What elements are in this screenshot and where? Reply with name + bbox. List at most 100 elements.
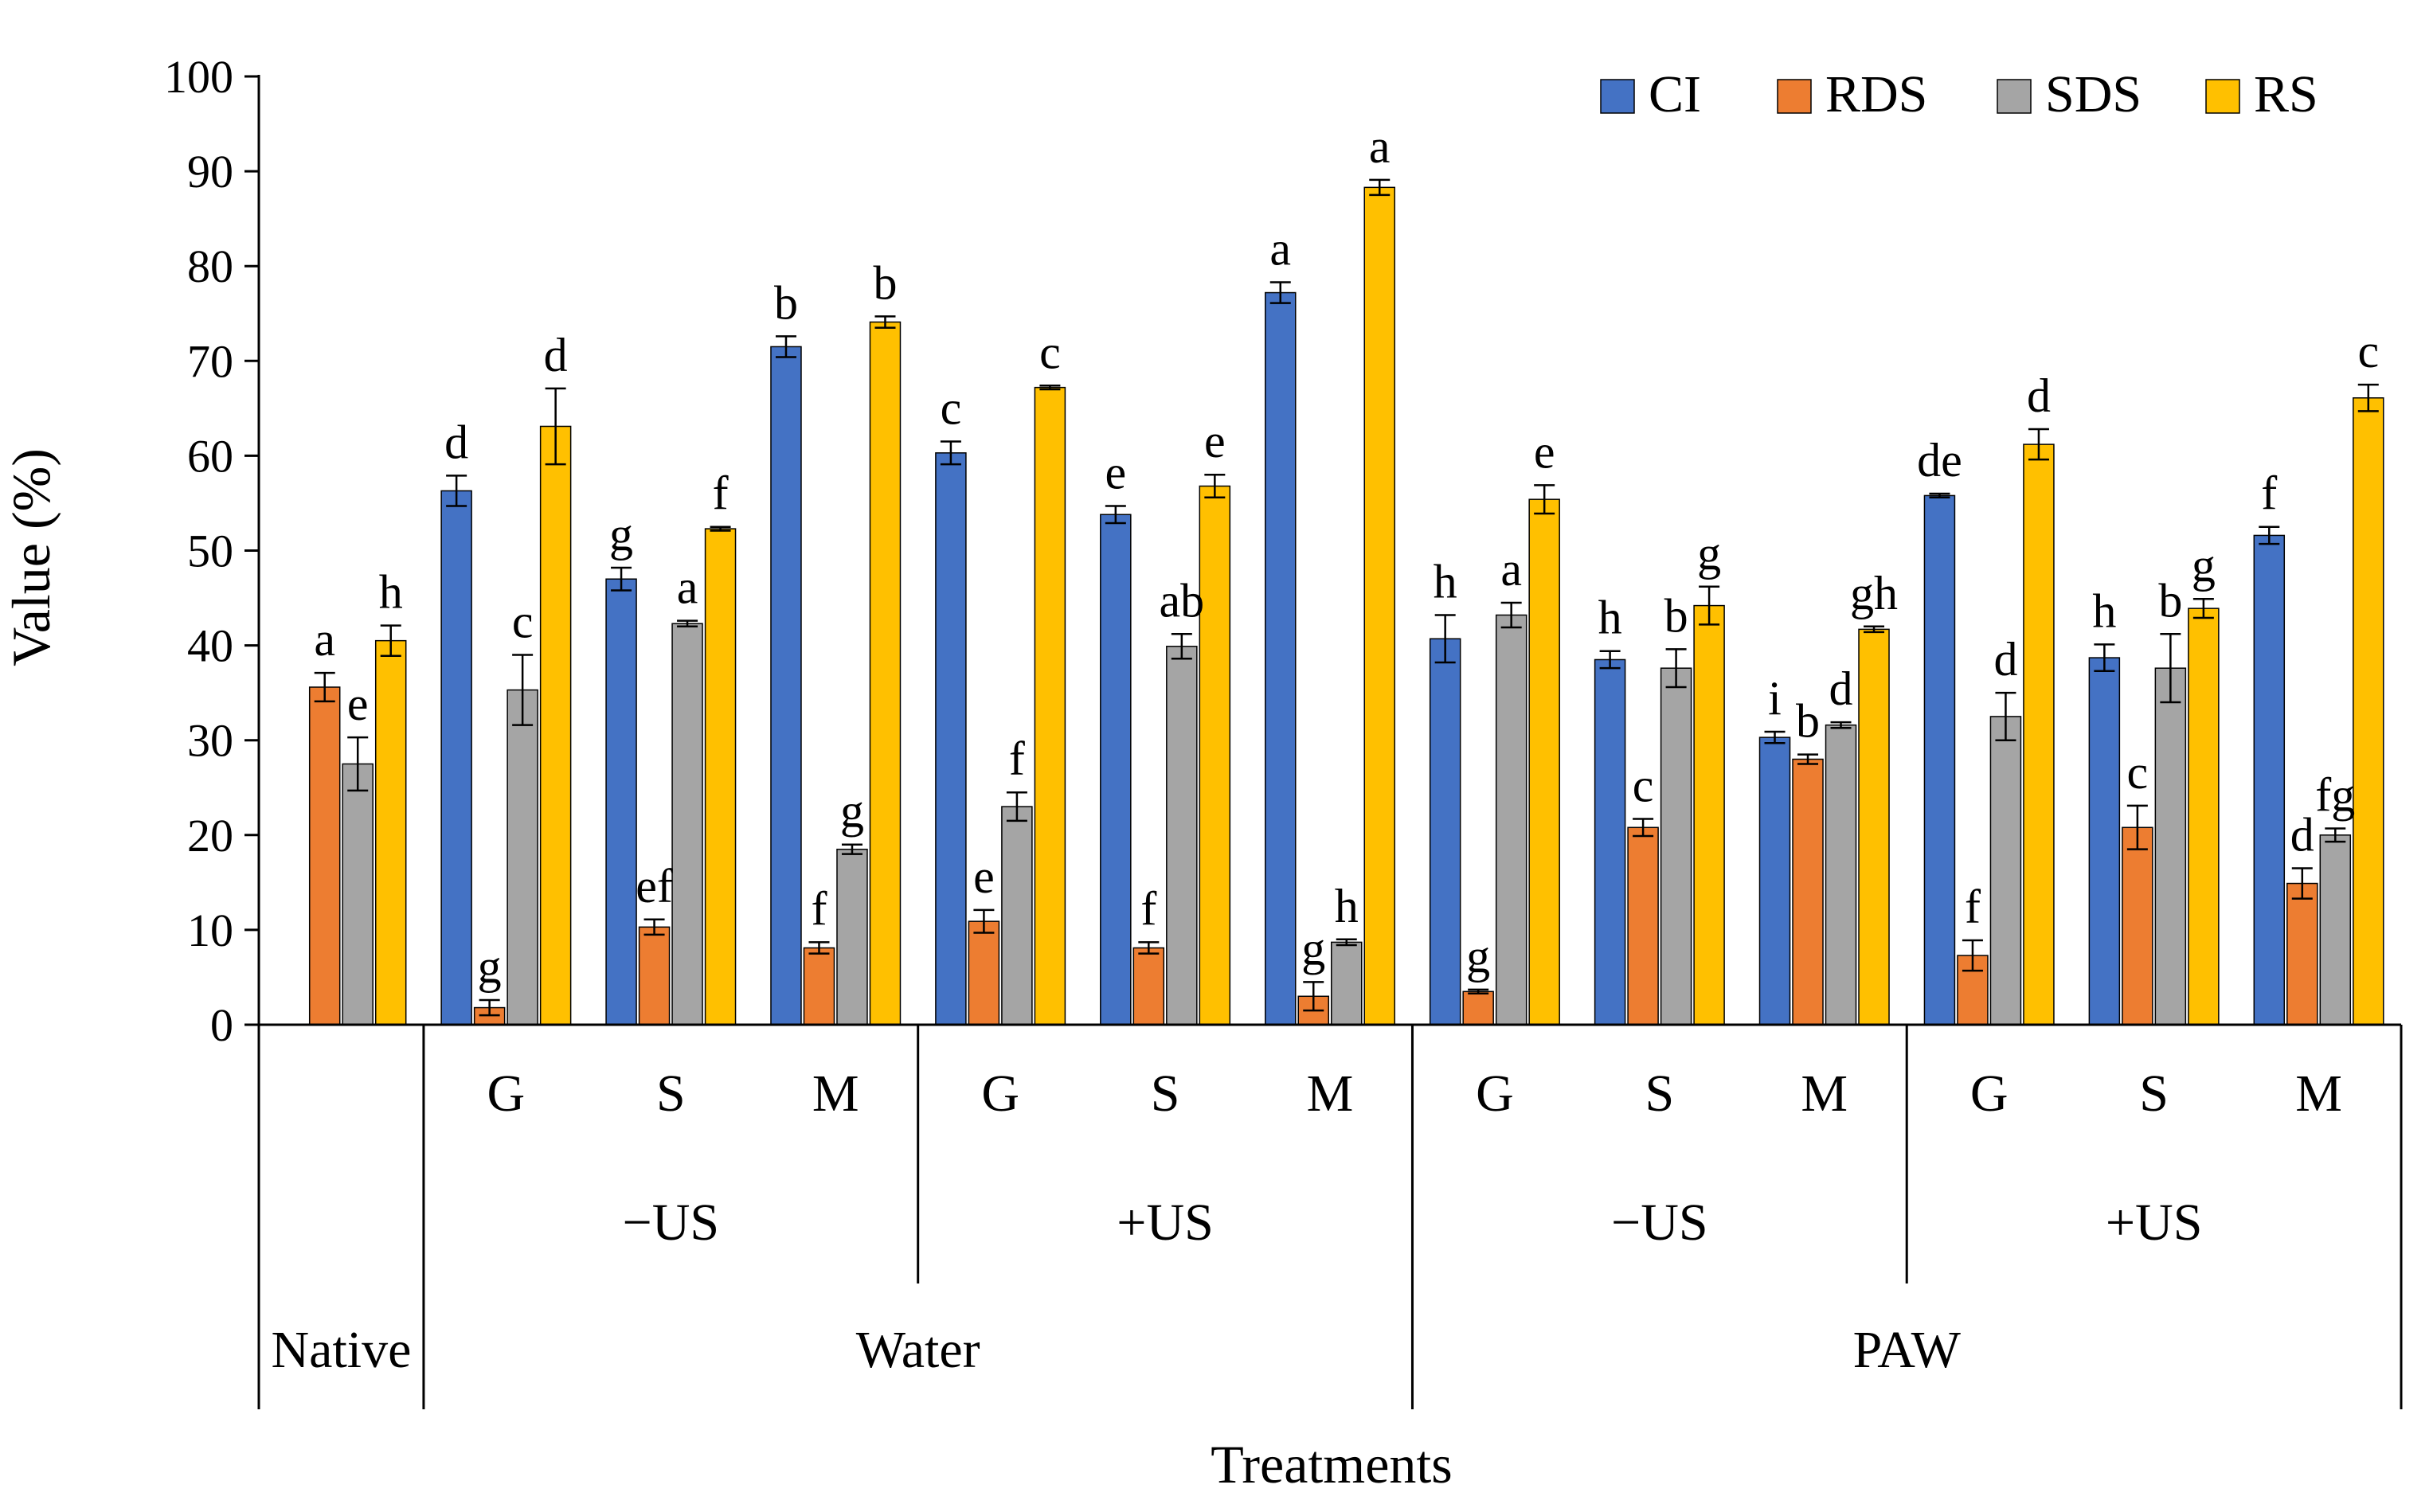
bar-sds-10 [1989, 716, 2022, 1026]
y-tick-label: 70 [187, 335, 233, 387]
bar-sds-6 [1331, 941, 1363, 1026]
bar-rs-3 [869, 321, 902, 1026]
significance-letter-ci-6: a [1269, 222, 1291, 275]
significance-letter-sds-2: a [677, 561, 698, 614]
bar-ci-2 [605, 578, 637, 1026]
significance-letter-sds-11: b [2158, 574, 2182, 627]
bar-rs-8 [1693, 604, 1725, 1026]
significance-letter-rds-4: e [973, 850, 995, 903]
bar-rds-7 [1462, 990, 1494, 1026]
significance-letter-sds-7: a [1500, 543, 1522, 596]
bar-ci-6 [1265, 291, 1297, 1026]
legend-label: RDS [1825, 65, 1927, 123]
y-tick-label: 10 [187, 904, 233, 956]
legend-label: CI [1649, 65, 1701, 123]
legend-swatch [1997, 79, 2032, 114]
error-bars-layer [314, 178, 2379, 1017]
bar-sds-9 [1825, 724, 1857, 1026]
bar-ci-5 [1100, 514, 1132, 1026]
bar-rs-1 [539, 425, 572, 1026]
significance-letter-rs-2: f [713, 467, 729, 520]
x-category-label: S [656, 1065, 686, 1123]
significance-letter-ci-4: c [941, 382, 962, 435]
significance-letter-sds-9: d [1829, 662, 1853, 715]
significance-letter-rds-2: ef [636, 860, 673, 912]
x-group-label: PAW [1853, 1321, 1962, 1379]
legend-item-ci: CI [1600, 65, 1701, 123]
bar-rds-4 [968, 920, 1000, 1026]
significance-letter-rs-0: h [379, 566, 403, 619]
y-tick-label: 80 [187, 240, 233, 292]
bar-ci-3 [770, 346, 802, 1026]
x-category-label: M [2295, 1065, 2342, 1123]
bar-sds-7 [1495, 614, 1527, 1026]
bars-layer [308, 186, 2384, 1026]
significance-letter-rs-9: gh [1850, 567, 1898, 619]
significance-letter-rds-1: g [478, 940, 502, 993]
significance-letter-rds-8: c [1633, 760, 1654, 812]
bar-rds-3 [803, 947, 835, 1026]
x-category-label: M [812, 1065, 859, 1123]
x-subgroup-label: −US [1611, 1194, 1708, 1252]
significance-letter-rs-1: d [544, 329, 568, 381]
significance-letter-sds-12: fg [2315, 768, 2355, 821]
bar-rds-8 [1627, 826, 1659, 1026]
bar-ci-9 [1758, 736, 1791, 1026]
bar-rs-10 [2023, 443, 2055, 1026]
x-axis-title: Treatments [1211, 1434, 1452, 1494]
x-category-label: M [1801, 1065, 1848, 1123]
x-category-label: G [981, 1065, 1019, 1123]
significance-letter-rs-12: c [2357, 325, 2379, 377]
x-group-label: Water [856, 1321, 980, 1379]
bar-ci-12 [2253, 534, 2286, 1026]
significance-letter-rs-11: g [2192, 539, 2216, 592]
significance-letter-rs-10: d [2027, 369, 2051, 422]
bar-rs-6 [1363, 186, 1395, 1026]
x-category-label: M [1307, 1065, 1354, 1123]
significance-letter-ci-9: i [1768, 672, 1782, 725]
bar-ci-1 [440, 490, 472, 1026]
bar-sds-1 [507, 689, 538, 1026]
bar-rs-12 [2353, 397, 2384, 1026]
bar-rds-9 [1792, 758, 1824, 1026]
legend-swatch [1777, 79, 1812, 114]
bar-rs-9 [1858, 628, 1890, 1026]
bar-rs-2 [704, 528, 737, 1026]
y-tick-label: 50 [187, 525, 233, 577]
x-category-label: S [1645, 1065, 1674, 1123]
bar-rs-4 [1034, 386, 1066, 1026]
y-axis-title: Value (%) [1, 448, 61, 666]
significance-letter-rs-4: c [1039, 326, 1061, 378]
axes-layer: 0 10 20 30 40 50 60 70 80 90 100 G S M G S M G S M G S M −US +US… [164, 51, 2403, 1409]
significance-letter-sds-6: h [1335, 880, 1359, 932]
significance-letter-ci-5: e [1105, 447, 1127, 499]
bar-rds-2 [638, 926, 671, 1026]
x-category-label: G [487, 1065, 526, 1123]
significance-letter-rs-8: g [1697, 527, 1721, 580]
significance-letter-rds-3: f [811, 882, 827, 935]
significance-letter-rds-10: f [1965, 881, 1981, 933]
y-tick-label: 90 [187, 146, 233, 197]
bar-sds-4 [1001, 806, 1033, 1026]
x-category-label: S [1151, 1065, 1180, 1123]
significance-letter-rds-6: g [1301, 922, 1325, 975]
significance-letter-sds-1: c [512, 596, 534, 648]
legend-item-rs: RS [2205, 65, 2318, 123]
legend-item-sds: SDS [1997, 65, 2142, 123]
legend-swatch [2205, 79, 2240, 114]
legend-label: RS [2254, 65, 2318, 123]
bar-sds-11 [2154, 667, 2187, 1026]
bar-ci-7 [1429, 638, 1461, 1026]
significance-letter-rds-9: b [1796, 695, 1820, 748]
significance-letter-ci-11: h [2092, 584, 2116, 637]
bar-sds-0 [342, 763, 374, 1026]
x-subgroup-label: −US [623, 1194, 720, 1252]
legend: CI RDS SDS RS [1600, 65, 2318, 123]
significance-letter-ci-2: g [609, 508, 633, 561]
legend-item-rds: RDS [1777, 65, 1927, 123]
significance-letter-sds-0: e [347, 678, 369, 730]
significance-letter-rs-6: a [1369, 120, 1391, 173]
significance-letter-ci-1: d [444, 416, 468, 468]
significance-letter-rds-12: d [2290, 808, 2314, 861]
